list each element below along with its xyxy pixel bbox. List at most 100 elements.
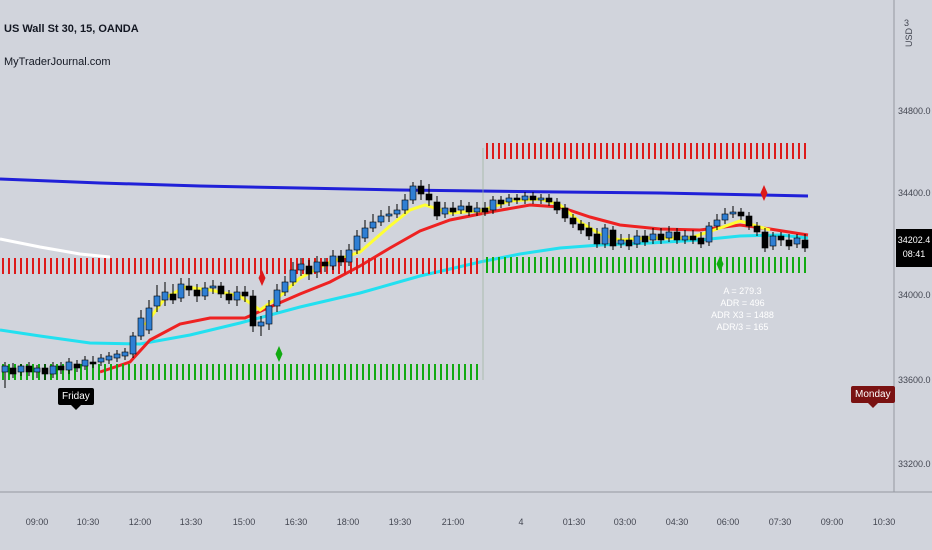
adr-high-marker — [188, 258, 190, 274]
candle-up — [49, 365, 57, 375]
adr-low-marker-day2 — [642, 257, 644, 273]
adr-low-marker — [332, 364, 334, 380]
current-price-box: 34202.4 08:41 — [896, 229, 932, 267]
adr-high-marker — [320, 258, 322, 274]
candle-down — [321, 261, 329, 267]
adr-low-marker-day2 — [636, 257, 638, 273]
adr-low-marker — [122, 364, 124, 380]
adr-x3-high-marker — [552, 143, 554, 159]
adr-x3-high-marker — [594, 143, 596, 159]
adr-x3-high-marker — [798, 143, 800, 159]
adr-x3-high-marker — [732, 143, 734, 159]
candle-up — [97, 357, 105, 363]
adr-high-marker — [74, 258, 76, 274]
adr-x3-high-marker — [624, 143, 626, 159]
adr-low-marker-day2 — [732, 257, 734, 273]
adr-high-marker — [476, 258, 478, 274]
price-label: 34000.0 — [898, 290, 931, 300]
adr-high-marker — [218, 258, 220, 274]
adr-x3-high-marker — [618, 143, 620, 159]
adr-low-marker — [62, 364, 64, 380]
candle-up — [633, 235, 641, 245]
candle-down — [25, 365, 33, 373]
time-label: 16:30 — [284, 517, 308, 527]
adr-x3-high-marker — [534, 143, 536, 159]
adr-high-marker — [452, 258, 454, 274]
candle-down — [697, 237, 705, 245]
adr-high-marker — [224, 258, 226, 274]
adr-low-marker-day2 — [528, 257, 530, 273]
adr-high-marker — [38, 258, 40, 274]
adr-low-marker-day2 — [738, 257, 740, 273]
adr-x3-high-marker — [684, 143, 686, 159]
adr-low-marker — [8, 364, 10, 380]
candle-down — [169, 293, 177, 301]
candle-up — [705, 225, 713, 243]
adr-high-marker — [200, 258, 202, 274]
adr-low-marker — [308, 364, 310, 380]
adr-high-marker — [422, 258, 424, 274]
adr-low-marker — [104, 364, 106, 380]
adr-low-marker-day2 — [768, 257, 770, 273]
candle-up — [393, 209, 401, 215]
adr-low-marker — [134, 364, 136, 380]
candle-up — [409, 185, 417, 201]
adr-low-marker-day2 — [744, 257, 746, 273]
candle-up — [385, 213, 393, 217]
adr-low-marker — [128, 364, 130, 380]
adr-x3-high-marker — [720, 143, 722, 159]
adr-low-marker — [368, 364, 370, 380]
adr-low-marker-day2 — [612, 257, 614, 273]
adr-x3-high-marker — [636, 143, 638, 159]
adr-high-marker — [410, 258, 412, 274]
adr-low-marker-day2 — [582, 257, 584, 273]
currency-code: USD — [904, 28, 914, 48]
adr-high-marker — [146, 258, 148, 274]
adr-low-marker — [290, 364, 292, 380]
candle-up — [353, 235, 361, 251]
candle-down — [529, 195, 537, 201]
currency-label[interactable]: 3 USD — [904, 18, 914, 47]
adr-high-marker — [116, 258, 118, 274]
adr-high-marker — [194, 258, 196, 274]
candle-up — [105, 355, 113, 361]
adr-x3-high-marker — [780, 143, 782, 159]
candle-up — [361, 227, 369, 239]
adr-low-marker — [392, 364, 394, 380]
adr-high-marker — [350, 258, 352, 274]
candle-up — [377, 215, 385, 223]
candle-up — [137, 317, 145, 337]
adr-low-marker-day2 — [792, 257, 794, 273]
adr-x3-high-marker — [768, 143, 770, 159]
adr-low-marker — [470, 364, 472, 380]
adr-low-marker — [248, 364, 250, 380]
candle-up — [401, 199, 409, 211]
adr-low-marker-day2 — [600, 257, 602, 273]
adr-low-marker — [230, 364, 232, 380]
adr-x3-high-marker — [606, 143, 608, 159]
adr-low-marker-day2 — [606, 257, 608, 273]
adr-x3-high-marker — [558, 143, 560, 159]
adr-low-marker-day2 — [654, 257, 656, 273]
adr-low-marker — [458, 364, 460, 380]
candle-down — [513, 197, 521, 201]
candle-up — [721, 213, 729, 221]
adr-high-marker — [170, 258, 172, 274]
adr-high-marker — [236, 258, 238, 274]
adr-high-marker — [164, 258, 166, 274]
adr-high-marker — [158, 258, 160, 274]
session-tag-friday-label: Friday — [62, 391, 90, 402]
adr-low-marker-day2 — [540, 257, 542, 273]
adr-high-marker — [428, 258, 430, 274]
adr-high-marker — [464, 258, 466, 274]
adr-low-marker — [374, 364, 376, 380]
time-label: 10:30 — [76, 517, 100, 527]
candle-up — [793, 237, 801, 245]
candle-up — [297, 263, 305, 271]
adr-high-marker — [20, 258, 22, 274]
adr-low-marker — [404, 364, 406, 380]
adr-low-marker-day2 — [750, 257, 752, 273]
candle-up — [473, 207, 481, 213]
symbol-title[interactable]: US Wall St 30, 15, OANDA — [4, 23, 139, 35]
